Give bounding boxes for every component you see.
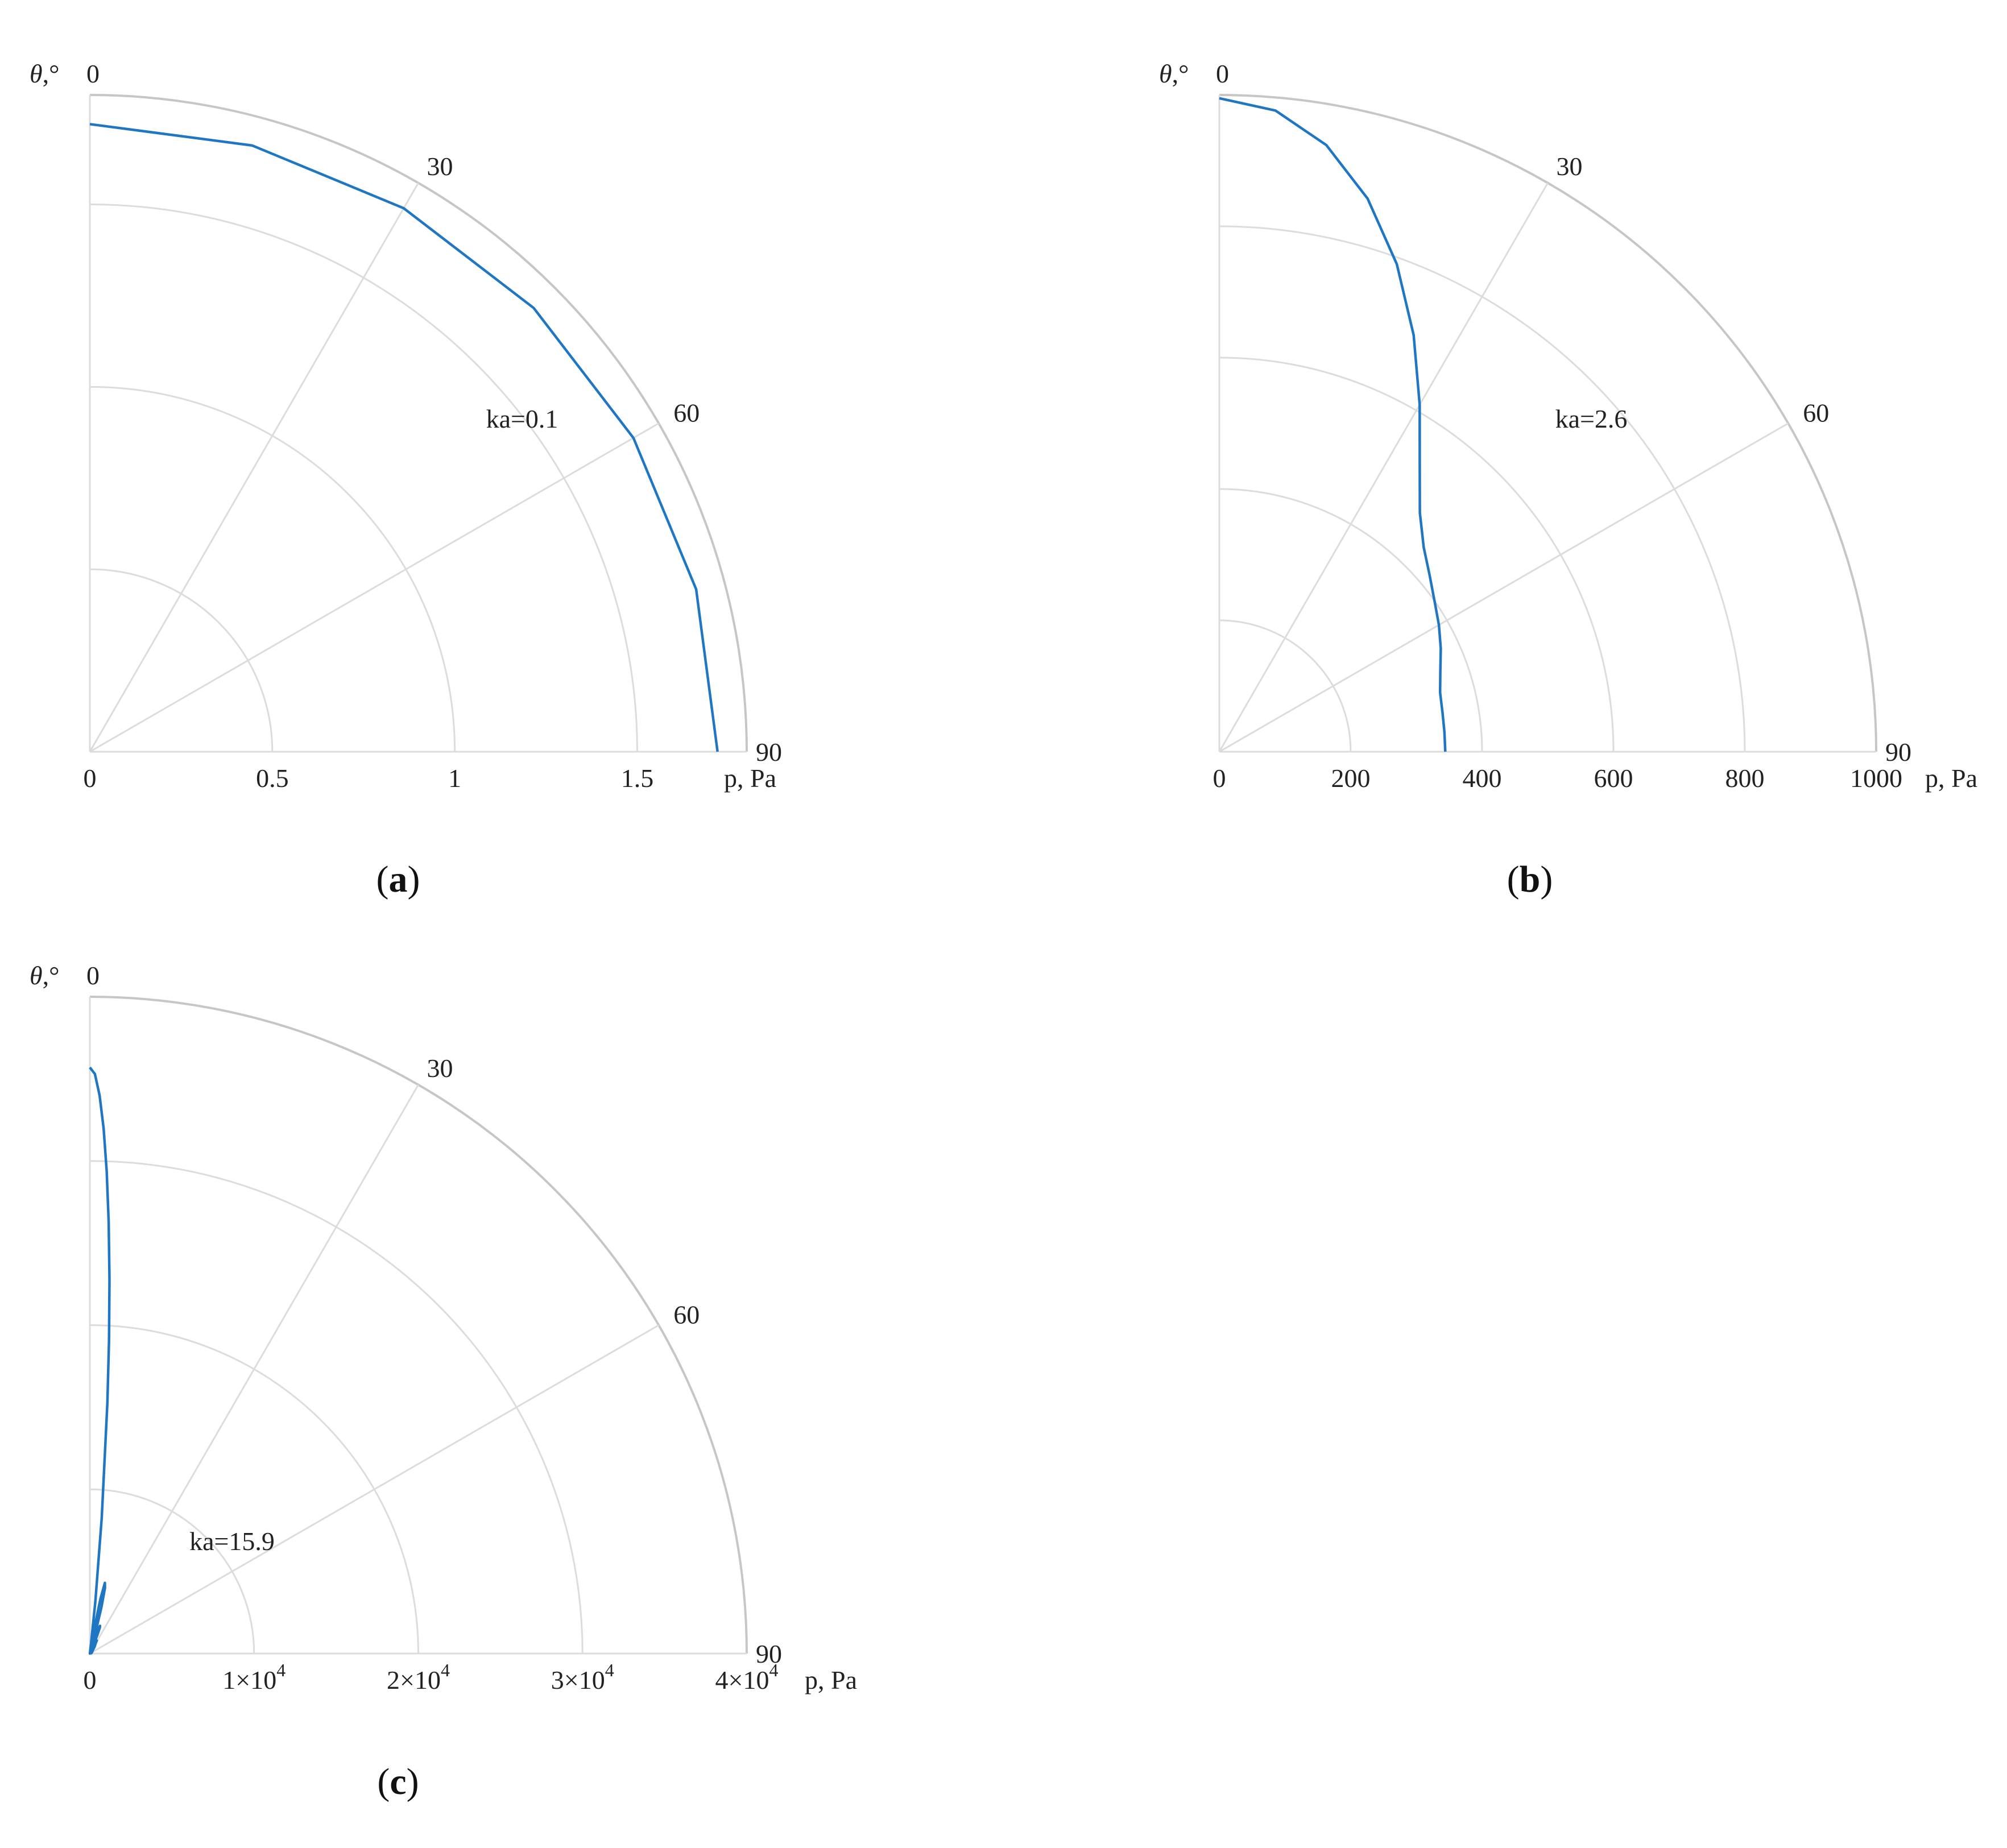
outer-arc — [89, 94, 748, 752]
r-axis-label: p, Pa — [1925, 764, 1977, 793]
theta-axis-label: θ,° — [30, 59, 60, 88]
theta-tick-label: 60 — [1803, 399, 1829, 428]
grid-arc — [89, 996, 748, 1654]
r-tick-label: 3×104 — [551, 1660, 614, 1694]
r-tick-label: 1.5 — [621, 764, 654, 793]
grid-arc — [1219, 488, 1483, 752]
grid-arc — [1219, 94, 1877, 752]
grid-arc — [89, 386, 456, 752]
theta-tick-label: 60 — [673, 1300, 700, 1329]
spoke-60 — [89, 1324, 660, 1655]
r-tick-label: 0.5 — [256, 764, 289, 793]
r-tick-label: 2×104 — [387, 1660, 450, 1694]
theta-tick-label: 90 — [1885, 737, 1911, 766]
r-tick-label: 1×104 — [222, 1660, 285, 1694]
r-tick-label: 0 — [84, 1665, 97, 1694]
r-axis-label: p, Pa — [724, 764, 776, 793]
panel-c: 0 30 60 90 θ,° 0 1×104 2×104 3×104 4×104 p, Pa ka=1… — [30, 961, 857, 1803]
grid-arc — [89, 568, 274, 752]
r-tick-label: 0 — [1213, 764, 1226, 793]
ka-annotation: ka=0.1 — [486, 404, 558, 433]
grid-arc — [89, 1160, 584, 1654]
r-tick-label: 0 — [84, 764, 97, 793]
r-tick-label: 800 — [1725, 764, 1765, 793]
theta-tick-label: 30 — [427, 152, 453, 181]
spoke-30 — [89, 1084, 419, 1654]
theta-axis-label: θ,° — [1159, 59, 1189, 88]
pressure-curve — [1219, 97, 1447, 752]
theta-tick-label: 90 — [756, 1639, 782, 1668]
spoke-60 — [89, 422, 660, 753]
panel-b: 0 30 60 90 θ,° 0 200 400 600 800 1000 p, Pa ka=2.6 (b… — [1159, 59, 1977, 900]
panel-label: (c) — [377, 1761, 419, 1803]
grid-arc — [89, 1324, 419, 1654]
ka-annotation: ka=2.6 — [1555, 404, 1628, 433]
ka-annotation: ka=15.9 — [189, 1527, 275, 1556]
theta-tick-label: 0 — [86, 59, 100, 88]
outer-arc — [89, 996, 748, 1654]
grid-arc — [1219, 619, 1352, 752]
grid-arc — [1219, 225, 1746, 752]
grid-arc — [89, 204, 638, 752]
panel-label: (a) — [376, 859, 420, 900]
spoke-30 — [1218, 182, 1549, 752]
r-tick-label: 600 — [1594, 764, 1633, 793]
theta-tick-label: 30 — [427, 1054, 453, 1083]
pressure-curve — [88, 1066, 111, 1655]
theta-tick-label: 30 — [1557, 152, 1583, 181]
r-tick-label: 200 — [1331, 764, 1371, 793]
r-tick-label: 1000 — [1850, 764, 1902, 793]
spoke-60 — [1219, 422, 1789, 753]
grid-arc — [1219, 357, 1615, 752]
panel-a: 0 30 60 90 θ,° 0 0.5 1 1.5 p, Pa ka=0.1 (a) — [30, 59, 782, 900]
grid-arc — [89, 1488, 255, 1654]
theta-tick-label: 60 — [673, 399, 700, 428]
outer-arc — [1219, 94, 1877, 752]
theta-tick-label: 0 — [1216, 59, 1229, 88]
theta-tick-label: 0 — [86, 961, 100, 990]
r-axis-label: p, Pa — [805, 1665, 857, 1694]
theta-axis-label: θ,° — [30, 961, 60, 990]
r-tick-label: 400 — [1463, 764, 1502, 793]
pressure-curve — [89, 123, 719, 752]
theta-tick-label: 90 — [756, 737, 782, 766]
r-tick-label: 1 — [448, 764, 461, 793]
panel-label: (b) — [1507, 859, 1553, 900]
r-tick-label: 4×104 — [715, 1660, 779, 1694]
spoke-30 — [89, 182, 419, 752]
